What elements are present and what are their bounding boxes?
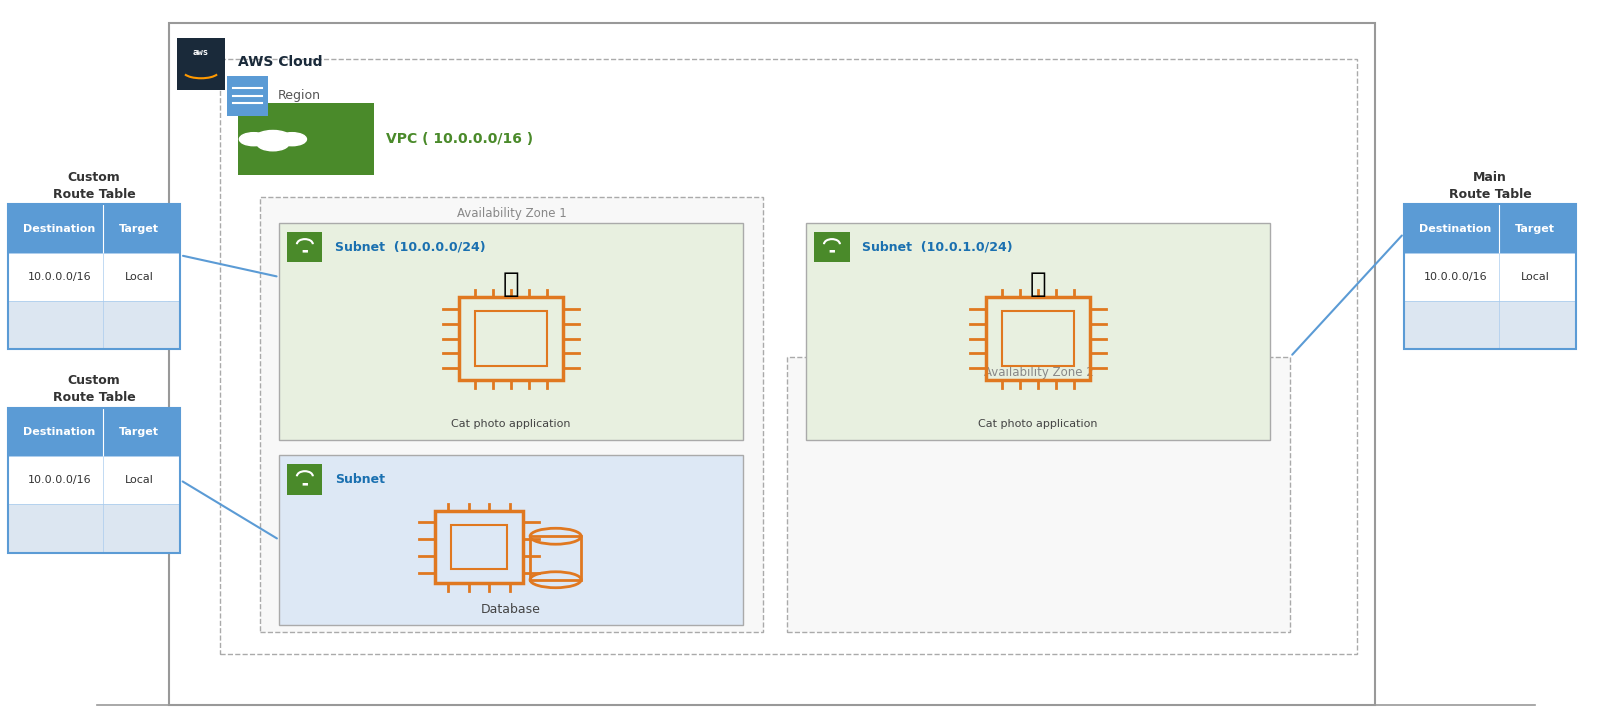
Text: 10.0.0.0/16: 10.0.0.0/16	[27, 475, 91, 485]
Text: Database: Database	[482, 603, 541, 616]
Text: Target: Target	[118, 427, 158, 437]
Bar	[435, 511, 523, 583]
Text: Cat photo application: Cat photo application	[451, 419, 571, 430]
Text: ▬: ▬	[829, 248, 835, 254]
Text: Main
Route Table: Main Route Table	[1448, 171, 1531, 201]
Text: Subnet: Subnet	[336, 472, 386, 486]
Text: AWS Cloud: AWS Cloud	[238, 55, 322, 69]
Bar	[1403, 205, 1576, 253]
Bar	[8, 456, 181, 505]
Bar	[178, 38, 226, 90]
Text: Region: Region	[278, 89, 320, 102]
Text: aws: aws	[194, 47, 210, 57]
Text: 10.0.0.0/16: 10.0.0.0/16	[27, 272, 91, 282]
Bar	[806, 223, 1269, 440]
Bar	[170, 23, 1374, 705]
Bar	[288, 232, 323, 263]
Text: Cat photo application: Cat photo application	[978, 419, 1098, 430]
Bar	[288, 464, 323, 494]
Text: Custom
Route Table: Custom Route Table	[53, 374, 136, 404]
Text: Local: Local	[1520, 272, 1549, 282]
Circle shape	[240, 132, 269, 146]
Bar	[8, 408, 181, 456]
Bar	[261, 197, 763, 633]
Bar	[8, 205, 181, 253]
Bar	[8, 253, 181, 301]
Bar	[1403, 253, 1576, 301]
Text: Availability Zone 1: Availability Zone 1	[458, 207, 566, 220]
Text: Destination: Destination	[24, 223, 96, 234]
Bar	[8, 205, 181, 349]
Text: Destination: Destination	[24, 427, 96, 437]
Circle shape	[278, 132, 307, 146]
Bar	[814, 232, 850, 263]
Bar	[8, 408, 181, 553]
Bar	[1403, 301, 1576, 349]
Text: Custom
Route Table: Custom Route Table	[53, 171, 136, 201]
Bar	[451, 526, 507, 569]
Bar	[1002, 312, 1074, 365]
Circle shape	[254, 130, 293, 148]
Bar	[787, 357, 1290, 633]
Text: Destination: Destination	[1419, 223, 1491, 234]
Text: 🐈: 🐈	[502, 270, 520, 298]
Text: Subnet  (10.0.0.0/24): Subnet (10.0.0.0/24)	[336, 241, 486, 254]
Text: ▬: ▬	[301, 480, 309, 486]
Text: Target: Target	[118, 223, 158, 234]
Text: Subnet  (10.0.1.0/24): Subnet (10.0.1.0/24)	[862, 241, 1013, 254]
Bar	[8, 301, 181, 349]
Bar	[221, 60, 1357, 654]
Bar	[475, 312, 547, 365]
Text: Local: Local	[125, 475, 154, 485]
Text: VPC ( 10.0.0.0/16 ): VPC ( 10.0.0.0/16 )	[386, 132, 533, 146]
Circle shape	[258, 136, 290, 151]
Bar	[986, 297, 1090, 380]
Bar	[238, 103, 373, 175]
Text: 🐈: 🐈	[1030, 270, 1046, 298]
Bar	[280, 223, 742, 440]
Bar	[280, 455, 742, 625]
Text: 10.0.0.0/16: 10.0.0.0/16	[1424, 272, 1488, 282]
Bar	[8, 505, 181, 553]
Text: Availability Zone 2: Availability Zone 2	[984, 366, 1094, 379]
Bar	[459, 297, 563, 380]
Bar	[530, 537, 581, 579]
Text: Local: Local	[125, 272, 154, 282]
Bar	[227, 76, 269, 116]
Text: Target: Target	[1515, 223, 1555, 234]
Text: ▬: ▬	[301, 248, 309, 254]
Bar	[1403, 205, 1576, 349]
